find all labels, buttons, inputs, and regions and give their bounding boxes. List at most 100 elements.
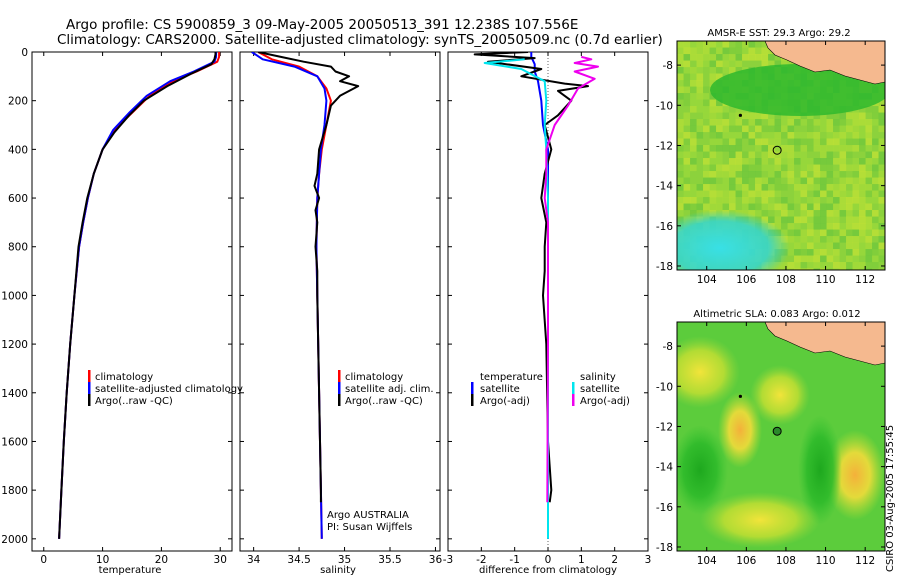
sst-pixel: [794, 158, 801, 165]
sst-argo-marker: [772, 145, 782, 155]
series-line-sal-argo: [543, 55, 599, 503]
sst-pixel: [846, 203, 853, 211]
sst-pixel: [826, 132, 834, 139]
sst-pixel: [709, 41, 717, 48]
sst-pixel: [781, 184, 788, 191]
sst-pixel: [852, 262, 860, 269]
sst-pixel: [677, 164, 684, 172]
sst-pixel: [729, 106, 736, 113]
sst-pixel: [709, 125, 717, 133]
sst-pixel: [807, 132, 814, 139]
sst-pixel: [787, 125, 795, 133]
sst-pixel: [703, 80, 710, 87]
sst-pixel: [839, 177, 847, 185]
sst-pixel: [690, 119, 697, 126]
sst-pixel: [755, 125, 762, 133]
series-line-temp-argo: [473, 52, 589, 503]
sst-pixel: [748, 210, 756, 217]
sst-pixel: [787, 197, 795, 204]
sst-pixel: [729, 184, 736, 191]
sst-pixel: [755, 119, 762, 126]
sst-pixel: [761, 197, 769, 204]
sst-pixel: [878, 223, 885, 230]
sst-pixel: [742, 54, 749, 61]
sst-pixel: [865, 158, 873, 165]
sst-pixel: [755, 145, 762, 152]
sst-pixel: [865, 268, 873, 270]
sla-map-panel: Altimetric SLA: 0.083 Argo: 0.012 104 106…: [656, 309, 886, 567]
sst-pixel: [696, 47, 704, 55]
sla-map-title: Altimetric SLA: 0.083 Argo: 0.012: [693, 309, 860, 320]
sla-high-west: [677, 336, 740, 408]
sst-pixel: [716, 158, 723, 165]
sst-pixel: [748, 197, 756, 204]
sst-pixel: [729, 171, 736, 178]
sst-pixel: [826, 249, 834, 256]
sla-map-field: [677, 322, 885, 551]
sst-pixel: [813, 249, 821, 256]
sst-pixel: [833, 229, 840, 237]
sst-pixel: [683, 119, 691, 126]
sst-pixel: [807, 138, 814, 146]
sst-pixel: [813, 132, 821, 139]
sst-pixel: [703, 93, 710, 100]
sst-pixel: [755, 203, 762, 211]
sst-pixel: [742, 145, 749, 152]
sst-pixel: [722, 132, 730, 139]
sst-pixel: [761, 125, 769, 133]
sst-pixel: [696, 132, 704, 139]
sst-pixel: [878, 184, 885, 191]
sst-pixel: [813, 151, 821, 159]
sst-pixel: [865, 197, 873, 204]
sst-pixel: [722, 164, 730, 172]
sst-pixel: [852, 210, 860, 217]
sst-pixel: [761, 184, 769, 191]
sst-pixel: [774, 60, 782, 68]
sst-pixel: [839, 242, 847, 250]
map-y-tick-label: -8: [663, 341, 673, 353]
sst-pixel: [690, 54, 697, 61]
sst-pixel: [742, 197, 749, 204]
sst-pixel: [774, 164, 782, 172]
sst-pixel: [709, 99, 717, 107]
sst-pixel: [800, 119, 808, 126]
sst-pixel: [846, 190, 853, 198]
sst-pixel: [839, 112, 847, 120]
sst-pixel: [865, 262, 873, 269]
sst-pixel: [709, 203, 717, 211]
sst-pixel: [878, 203, 885, 211]
sst-pixel: [787, 112, 795, 120]
sst-pixel: [716, 47, 723, 55]
sst-pixel: [716, 203, 723, 211]
map-y-tick-label: -14: [656, 181, 673, 193]
sst-pixel: [852, 138, 860, 146]
sst-pixel: [878, 158, 885, 165]
sst-pixel: [800, 125, 808, 133]
sst-pixel: [722, 67, 730, 74]
sst-pixel: [846, 268, 853, 270]
sst-pixel: [781, 158, 788, 165]
sst-pixel: [800, 242, 808, 250]
sst-pixel: [742, 41, 749, 48]
sst-pixel: [709, 145, 717, 152]
sst-pixel: [768, 145, 775, 152]
sst-pixel: [690, 112, 697, 120]
sst-pixel: [820, 138, 827, 146]
sst-pixel: [826, 223, 834, 230]
map-y-tick-label: -12: [656, 421, 673, 433]
sst-pixel: [826, 242, 834, 250]
sst-pixel: [755, 138, 762, 146]
sst-pixel: [735, 106, 743, 113]
sst-pixel: [683, 67, 691, 74]
sst-pixel: [696, 138, 704, 146]
sst-pixel: [722, 60, 730, 68]
sst-pixel: [768, 216, 775, 224]
sst-pixel: [800, 223, 808, 230]
sst-pixel: [839, 132, 847, 139]
legend-label: Argo(..raw -QC): [95, 396, 173, 407]
sst-pixel: [800, 171, 808, 178]
x-tick-label: 20: [155, 554, 168, 566]
sst-pixel: [872, 184, 879, 191]
sst-pixel: [859, 229, 866, 237]
sst-pixel: [852, 242, 860, 250]
